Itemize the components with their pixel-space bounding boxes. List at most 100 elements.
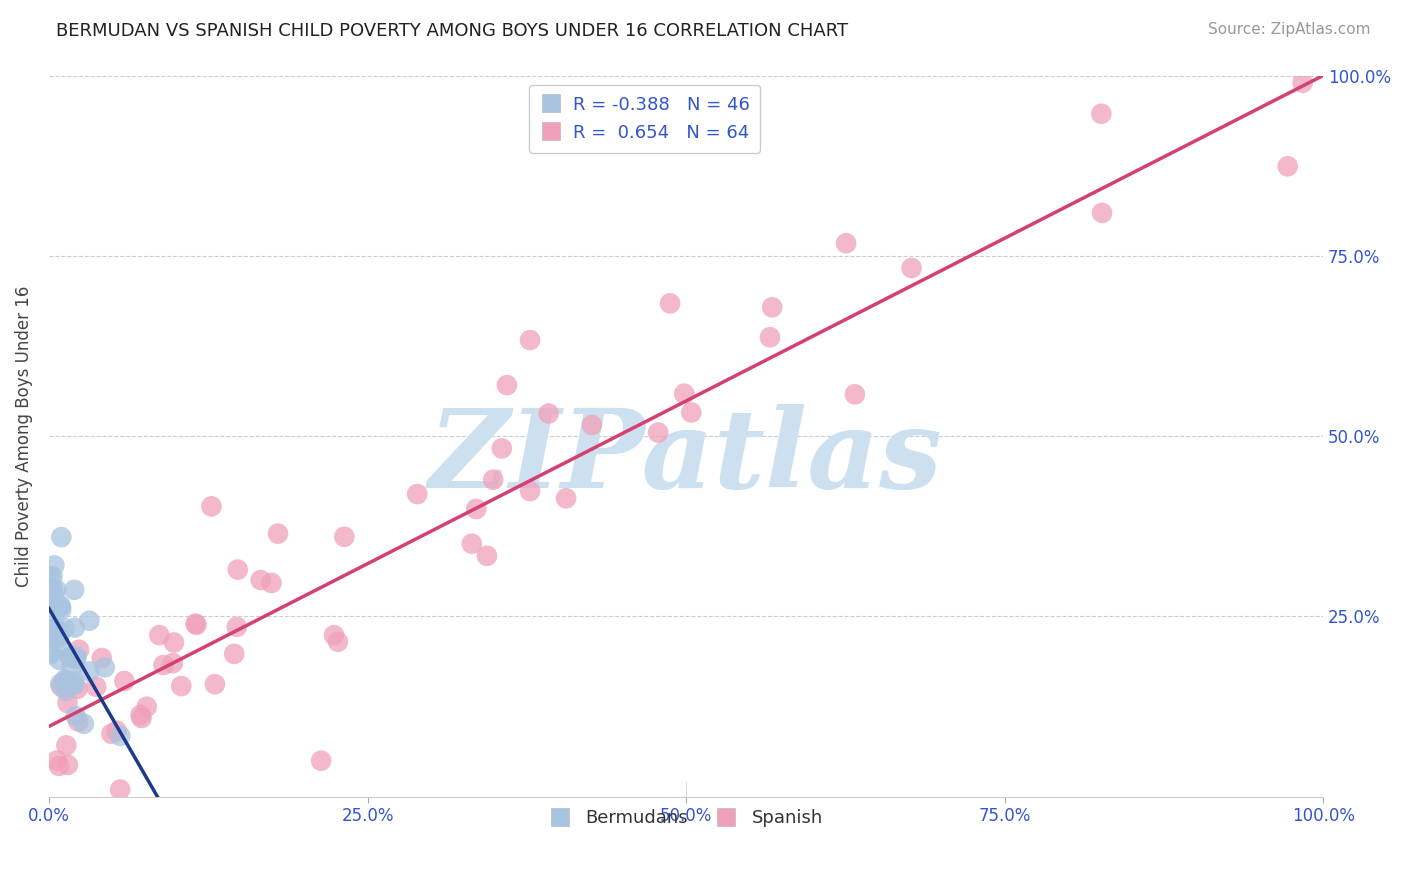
Point (60, 661, 83, 675)
Point (39, 631, 62, 645)
Point (581, 417, 603, 432)
Legend: Bermudans, Spanish: Bermudans, Spanish (543, 802, 830, 835)
Point (39, 569, 62, 583)
Point (681, 405, 703, 419)
Point (162, 656, 184, 670)
Point (100, 727, 122, 741)
Point (51, 602, 73, 616)
Point (226, 563, 249, 577)
Point (673, 386, 696, 401)
Point (49, 680, 72, 694)
Point (48, 653, 70, 667)
Point (482, 473, 505, 487)
Point (461, 537, 484, 551)
Point (835, 236, 858, 251)
Point (267, 526, 290, 541)
Point (49, 599, 72, 613)
Point (59, 649, 82, 664)
Point (110, 729, 132, 743)
Point (108, 782, 131, 797)
Point (129, 708, 152, 723)
Point (761, 301, 783, 315)
Text: BERMUDAN VS SPANISH CHILD POVERTY AMONG BOYS UNDER 16 CORRELATION CHART: BERMUDAN VS SPANISH CHILD POVERTY AMONG … (56, 22, 848, 40)
Point (63, 677, 86, 691)
Point (326, 634, 349, 648)
Point (45, 582, 67, 597)
Point (73, 717, 96, 731)
Text: ZIPatlas: ZIPatlas (429, 404, 943, 511)
Point (48, 759, 70, 773)
Point (148, 628, 170, 642)
Point (333, 530, 356, 544)
Point (1277, 159, 1299, 173)
Point (309, 754, 332, 768)
Point (204, 677, 226, 691)
Point (225, 620, 247, 634)
Point (1291, 76, 1313, 90)
Point (51, 530, 73, 544)
Point (537, 407, 560, 421)
Point (79, 614, 101, 628)
Point (41, 581, 63, 595)
Point (200, 500, 222, 514)
Point (84, 680, 107, 694)
Point (39, 582, 62, 597)
Point (170, 679, 193, 693)
Point (1091, 206, 1114, 220)
Point (260, 576, 283, 591)
Point (555, 491, 578, 506)
Point (39, 648, 62, 662)
Point (39, 593, 62, 607)
Point (496, 378, 519, 392)
Point (39, 591, 62, 606)
Point (647, 425, 669, 440)
Point (39, 615, 62, 629)
Point (184, 616, 207, 631)
Point (759, 330, 782, 344)
Point (62, 674, 84, 689)
Point (48, 631, 70, 645)
Point (55, 739, 77, 753)
Point (46, 623, 69, 637)
Point (163, 635, 186, 649)
Point (45, 754, 67, 768)
Point (45, 622, 67, 636)
Point (65, 652, 87, 666)
Point (323, 628, 346, 642)
Point (67, 643, 90, 657)
Point (491, 442, 513, 456)
Point (67, 714, 90, 729)
Point (41, 569, 63, 583)
Text: Source: ZipAtlas.com: Source: ZipAtlas.com (1208, 22, 1371, 37)
Point (112, 674, 135, 689)
Point (59, 650, 82, 665)
Point (42, 622, 65, 636)
Point (56, 696, 79, 710)
Point (1090, 107, 1112, 121)
Point (42, 630, 65, 644)
Point (105, 723, 128, 738)
Point (406, 487, 429, 501)
Point (56, 757, 79, 772)
Point (41, 587, 63, 601)
Point (63, 621, 86, 635)
Y-axis label: Child Poverty Among Boys Under 16: Child Poverty Among Boys Under 16 (15, 285, 32, 587)
Point (224, 647, 246, 661)
Point (55, 684, 77, 698)
Point (65, 649, 87, 664)
Point (39, 631, 62, 645)
Point (465, 502, 488, 516)
Point (94, 660, 117, 674)
Point (519, 333, 541, 347)
Point (51, 641, 73, 656)
Point (475, 549, 498, 563)
Point (79, 665, 101, 679)
Point (249, 573, 271, 587)
Point (90, 651, 112, 665)
Point (519, 484, 541, 499)
Point (65, 709, 87, 723)
Point (49, 677, 72, 691)
Point (135, 699, 157, 714)
Point (55, 673, 77, 688)
Point (44, 558, 66, 573)
